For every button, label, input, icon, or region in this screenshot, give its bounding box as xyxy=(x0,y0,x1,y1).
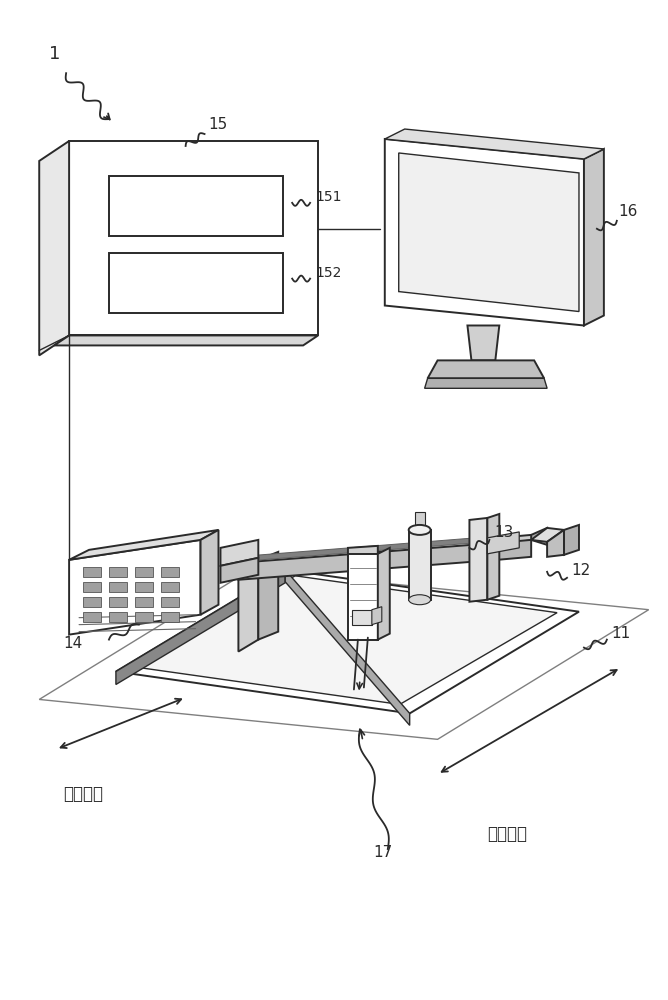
Polygon shape xyxy=(531,528,564,542)
Polygon shape xyxy=(238,543,497,580)
Polygon shape xyxy=(238,538,509,563)
Polygon shape xyxy=(54,335,318,345)
Polygon shape xyxy=(415,512,425,530)
Bar xyxy=(161,612,178,622)
Text: 宽度方向: 宽度方向 xyxy=(488,825,527,843)
Polygon shape xyxy=(468,325,499,360)
Polygon shape xyxy=(69,540,200,635)
Polygon shape xyxy=(385,139,584,325)
Bar xyxy=(83,582,101,592)
Bar xyxy=(135,567,153,577)
Polygon shape xyxy=(238,560,259,652)
Polygon shape xyxy=(348,546,378,556)
Polygon shape xyxy=(488,532,519,554)
Polygon shape xyxy=(69,141,318,335)
Polygon shape xyxy=(378,548,389,640)
Bar xyxy=(135,597,153,607)
Text: 14: 14 xyxy=(63,636,82,651)
Polygon shape xyxy=(39,570,649,739)
Text: 15: 15 xyxy=(208,117,228,132)
Bar xyxy=(109,597,127,607)
Text: 151: 151 xyxy=(315,190,341,204)
Polygon shape xyxy=(352,610,372,625)
Polygon shape xyxy=(39,141,69,355)
Text: 1: 1 xyxy=(49,45,61,63)
Polygon shape xyxy=(109,176,283,236)
Bar xyxy=(135,612,153,622)
Polygon shape xyxy=(372,607,382,625)
Text: 16: 16 xyxy=(619,204,638,219)
Polygon shape xyxy=(497,535,534,543)
Polygon shape xyxy=(497,540,531,560)
Bar xyxy=(161,567,178,577)
Polygon shape xyxy=(425,378,547,388)
Bar xyxy=(83,597,101,607)
Bar xyxy=(109,582,127,592)
Text: 13: 13 xyxy=(494,525,514,540)
Bar xyxy=(161,597,178,607)
Bar xyxy=(161,582,178,592)
Polygon shape xyxy=(385,129,604,159)
Polygon shape xyxy=(109,253,283,313)
Polygon shape xyxy=(584,149,604,325)
Polygon shape xyxy=(116,570,285,684)
Polygon shape xyxy=(69,530,218,560)
Text: 长度方向: 长度方向 xyxy=(63,785,103,803)
Polygon shape xyxy=(259,552,279,640)
Bar xyxy=(135,582,153,592)
Polygon shape xyxy=(488,514,499,600)
Polygon shape xyxy=(220,558,259,583)
Polygon shape xyxy=(348,554,378,640)
Text: 152: 152 xyxy=(315,266,341,280)
Polygon shape xyxy=(285,570,409,725)
Polygon shape xyxy=(116,570,579,713)
Bar xyxy=(83,612,101,622)
Text: 12: 12 xyxy=(571,563,591,578)
Polygon shape xyxy=(564,525,579,555)
Text: 11: 11 xyxy=(611,626,630,641)
Text: 17: 17 xyxy=(373,845,392,860)
Ellipse shape xyxy=(409,525,431,535)
Polygon shape xyxy=(248,537,488,561)
Polygon shape xyxy=(220,540,259,566)
Polygon shape xyxy=(547,530,564,557)
Bar xyxy=(109,612,127,622)
Polygon shape xyxy=(139,576,557,704)
Polygon shape xyxy=(531,528,547,545)
Polygon shape xyxy=(399,153,579,312)
Polygon shape xyxy=(200,530,218,615)
Ellipse shape xyxy=(409,595,431,605)
Bar xyxy=(83,567,101,577)
Bar xyxy=(109,567,127,577)
Polygon shape xyxy=(428,360,544,378)
Polygon shape xyxy=(470,518,488,602)
Polygon shape xyxy=(409,530,431,600)
